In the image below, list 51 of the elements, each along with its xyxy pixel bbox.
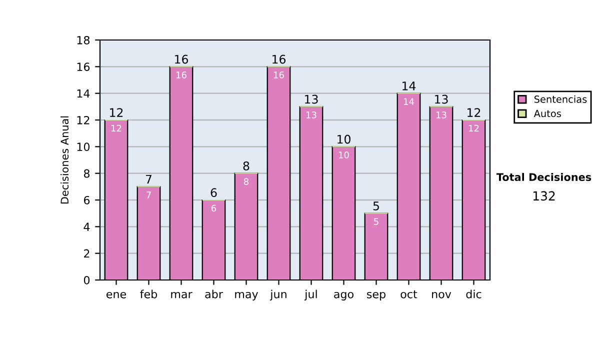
total-label: 6: [210, 188, 217, 198]
legend-label: Sentencias: [534, 95, 587, 103]
total-label: 12: [110, 108, 123, 117]
y-tick-label: 0: [84, 276, 90, 284]
x-tick-label: jul: [304, 290, 317, 300]
data-label: 6: [212, 204, 216, 212]
x-tick-label: oct: [400, 290, 418, 298]
total-label: 13: [305, 94, 318, 104]
y-tick-label: 4: [84, 222, 90, 231]
x-tick-label: feb: [140, 290, 158, 298]
y-tick-label: 2: [84, 249, 90, 258]
x-tick-label: dic: [466, 290, 482, 298]
y-tick-label: 6: [84, 196, 90, 204]
y-axis-title: Decisiones Anual: [60, 116, 69, 204]
total-label: 16: [175, 54, 188, 64]
data-label: 12: [469, 124, 479, 132]
x-tick-label: ene: [106, 292, 126, 298]
y-tick-label: 14: [77, 89, 90, 98]
data-label: 10: [339, 151, 349, 158]
total-label: 7: [146, 174, 152, 184]
data-label: 8: [244, 178, 249, 185]
text: 132: [533, 191, 555, 201]
total-label: 13: [435, 94, 448, 104]
x-tick-label: mar: [171, 292, 192, 298]
total-label: 5: [373, 202, 379, 210]
x-tick-label: abr: [205, 290, 223, 298]
total-label: 12: [468, 108, 480, 117]
y-tick-label: 12: [77, 116, 90, 124]
text: Total Decisiones: [496, 172, 592, 182]
data-label: 12: [112, 124, 122, 132]
legend-label: Autos: [534, 110, 561, 118]
data-label: 5: [374, 218, 378, 225]
total-label: 14: [402, 82, 416, 90]
y-tick-label: 10: [77, 142, 90, 152]
data-label: 16: [176, 71, 186, 78]
y-tick-label: 18: [77, 36, 90, 44]
total-label: 8: [243, 161, 250, 170]
y-tick-label: 8: [84, 169, 90, 178]
x-tick-label: sep: [367, 292, 386, 300]
total-label: 10: [338, 134, 350, 144]
data-label: 14: [404, 98, 414, 105]
x-tick-label: ago: [334, 292, 354, 300]
x-tick-label: may: [235, 292, 258, 300]
data-label: 13: [306, 111, 316, 118]
data-label: 16: [274, 71, 284, 78]
x-tick-label: nov: [432, 292, 452, 298]
y-tick-label: 16: [77, 62, 90, 72]
x-tick-label: jun: [270, 290, 286, 300]
total-label: 16: [272, 54, 286, 64]
data-label: 13: [436, 111, 446, 118]
data-label: 7: [146, 192, 151, 198]
